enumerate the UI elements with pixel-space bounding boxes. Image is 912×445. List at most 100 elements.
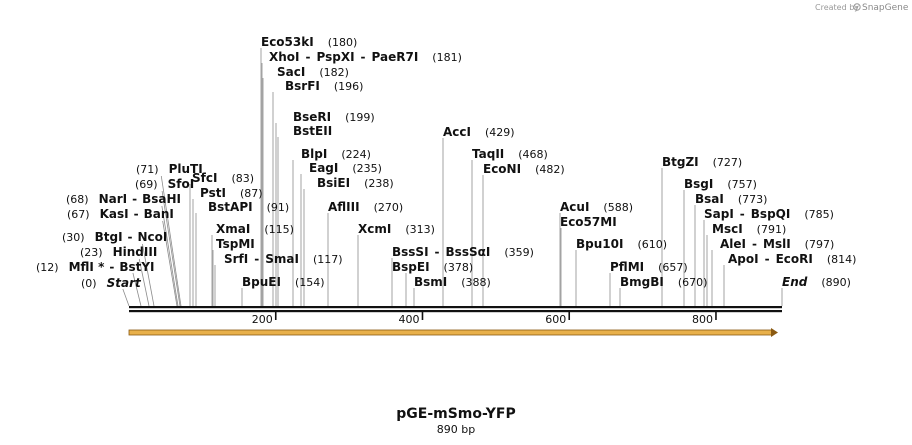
site-label[interactable]: BsmI (388) <box>414 275 491 289</box>
site-msci[interactable]: MscI (791) <box>712 222 786 236</box>
site-sfci[interactable]: SfcI (83) <box>192 171 254 185</box>
site-label[interactable]: Bpu10I (610) <box>576 237 667 251</box>
site-bsiei[interactable]: BsiEI (238) <box>317 176 394 190</box>
site-bstapi[interactable]: BstAPI (91) <box>208 200 289 214</box>
site-label[interactable]: (30) BtgI - NcoI <box>62 230 167 244</box>
site-taqii[interactable]: TaqII (468) <box>472 147 548 161</box>
site-btgi-ncoi[interactable]: (30) BtgI - NcoI <box>62 230 167 244</box>
site-label[interactable]: BssSI - BssSαI (359) <box>392 245 534 259</box>
site-tspmi[interactable]: TspMI <box>216 237 255 251</box>
site-start[interactable]: (0) Start <box>81 276 142 290</box>
site-bsssi-bsss-i[interactable]: BssSI - BssSαI (359) <box>392 245 534 259</box>
site-econi[interactable]: EcoNI (482) <box>483 162 565 176</box>
site-name: BsrFI <box>285 79 320 93</box>
site-label[interactable]: ApoI - EcoRI (814) <box>728 252 856 266</box>
site-label[interactable]: SacI (182) <box>277 65 349 79</box>
site-blpi[interactable]: BlpI (224) <box>301 147 371 161</box>
site-label[interactable]: SapI - BspQI (785) <box>704 207 834 221</box>
site-hindiii[interactable]: (23) HindIII <box>80 245 157 259</box>
site-xhoi-pspxi-paer7i[interactable]: XhoI - PspXI - PaeR7I (181) <box>269 50 462 64</box>
site-pflmi[interactable]: PflMI (657) <box>610 260 688 274</box>
feature-yfp[interactable] <box>128 328 778 337</box>
site-label[interactable]: MscI (791) <box>712 222 786 236</box>
site-label[interactable]: (23) HindIII <box>80 245 157 259</box>
site-label[interactable]: AleI - MslI (797) <box>720 237 834 251</box>
feature-bar[interactable] <box>128 329 773 336</box>
site-xcmi[interactable]: XcmI (313) <box>358 222 435 236</box>
site-label[interactable]: BsiEI (238) <box>317 176 394 190</box>
site-label[interactable]: XmaI (115) <box>216 222 294 236</box>
site-label[interactable]: SrfI - SmaI (117) <box>224 252 343 266</box>
site-name: BtgI <box>95 230 123 244</box>
site-nari-bsahi[interactable]: (68) NarI - BsaHI <box>66 192 181 206</box>
site-label[interactable]: (67) KasI - BanI <box>67 207 174 221</box>
site-label[interactable]: XcmI (313) <box>358 222 435 236</box>
site-name: BsaHI <box>142 192 181 206</box>
site-pluti[interactable]: (71) PluTI <box>136 162 203 176</box>
site-label[interactable]: End (890) <box>782 275 851 289</box>
site-bpu10i[interactable]: Bpu10I (610) <box>576 237 667 251</box>
site-bspei[interactable]: BspEI (378) <box>392 260 473 274</box>
site-bmgbi[interactable]: BmgBI (670) <box>620 275 707 289</box>
site-mfli-bstyi[interactable]: (12) MflI * - BstYI <box>36 260 155 274</box>
site-xmai[interactable]: XmaI (115) <box>216 222 294 236</box>
site-saci[interactable]: SacI (182) <box>277 65 349 79</box>
site-label[interactable]: TaqII (468) <box>472 147 548 161</box>
site-label[interactable]: EagI (235) <box>309 161 382 175</box>
site-separator: - <box>740 207 745 221</box>
site-label[interactable]: Eco57MI <box>560 215 617 229</box>
site-bpuei[interactable]: BpuEI (154) <box>242 275 325 289</box>
site-bsgi[interactable]: BsgI (757) <box>684 177 757 191</box>
site-position: (814) <box>827 253 857 266</box>
site-eco53ki[interactable]: Eco53kI (180) <box>261 35 357 49</box>
site-label[interactable]: BspEI (378) <box>392 260 473 274</box>
site-label[interactable]: BstEII <box>293 124 332 138</box>
site-label[interactable]: BpuEI (154) <box>242 275 325 289</box>
site-label[interactable]: SfcI (83) <box>192 171 254 185</box>
site-label[interactable]: EcoNI (482) <box>483 162 565 176</box>
site-label[interactable]: AccI (429) <box>443 125 515 139</box>
site-eco57mi[interactable]: Eco57MI <box>560 215 617 229</box>
site-label[interactable]: Eco53kI (180) <box>261 35 357 49</box>
site-label[interactable]: BsaI (773) <box>695 192 767 206</box>
site-bsrfi[interactable]: BsrFI (196) <box>285 79 363 93</box>
site-name: BsaI <box>695 192 724 206</box>
site-label[interactable]: TspMI <box>216 237 255 251</box>
site-separator: - <box>765 252 770 266</box>
site-eagi[interactable]: EagI (235) <box>309 161 382 175</box>
site-label[interactable]: (12) MflI * - BstYI <box>36 260 155 274</box>
site-psti[interactable]: PstI (87) <box>200 186 263 200</box>
site-bsai[interactable]: BsaI (773) <box>695 192 767 206</box>
site-bseri[interactable]: BseRI (199) <box>293 110 375 124</box>
site-label[interactable]: PflMI (657) <box>610 260 688 274</box>
site-label[interactable]: (0) Start <box>81 276 142 290</box>
site-label[interactable]: AflIII (270) <box>328 200 403 214</box>
site-label[interactable]: AcuI (588) <box>560 200 633 214</box>
site-label[interactable]: BstAPI (91) <box>208 200 289 214</box>
site-label[interactable]: BtgZI (727) <box>662 155 742 169</box>
site-label[interactable]: BlpI (224) <box>301 147 371 161</box>
site-label[interactable]: BsrFI (196) <box>285 79 363 93</box>
site-kasi-bani[interactable]: (67) KasI - BanI <box>67 207 174 221</box>
site-afliii[interactable]: AflIII (270) <box>328 200 403 214</box>
site-label[interactable]: (71) PluTI <box>136 162 203 176</box>
site-acui[interactable]: AcuI (588) <box>560 200 633 214</box>
site-end[interactable]: End (890) <box>782 275 851 289</box>
site-label[interactable]: PstI (87) <box>200 186 263 200</box>
site-label[interactable]: (69) SfoI <box>135 177 194 191</box>
site-srfi-smai[interactable]: SrfI - SmaI (117) <box>224 252 343 266</box>
site-separator: - <box>254 252 259 266</box>
site-bsmi[interactable]: BsmI (388) <box>414 275 491 289</box>
site-label[interactable]: XhoI - PspXI - PaeR7I (181) <box>269 50 462 64</box>
site-label[interactable]: BsgI (757) <box>684 177 757 191</box>
site-btgzi[interactable]: BtgZI (727) <box>662 155 742 169</box>
site-acci[interactable]: AccI (429) <box>443 125 515 139</box>
site-label[interactable]: BmgBI (670) <box>620 275 707 289</box>
site-bsteii[interactable]: BstEII <box>293 124 332 138</box>
site-sapi-bspqi[interactable]: SapI - BspQI (785) <box>704 207 834 221</box>
site-label[interactable]: (68) NarI - BsaHI <box>66 192 181 206</box>
site-apoi-ecori[interactable]: ApoI - EcoRI (814) <box>728 252 856 266</box>
site-sfoi[interactable]: (69) SfoI <box>135 177 194 191</box>
site-label[interactable]: BseRI (199) <box>293 110 375 124</box>
site-alei-msli[interactable]: AleI - MslI (797) <box>720 237 834 251</box>
